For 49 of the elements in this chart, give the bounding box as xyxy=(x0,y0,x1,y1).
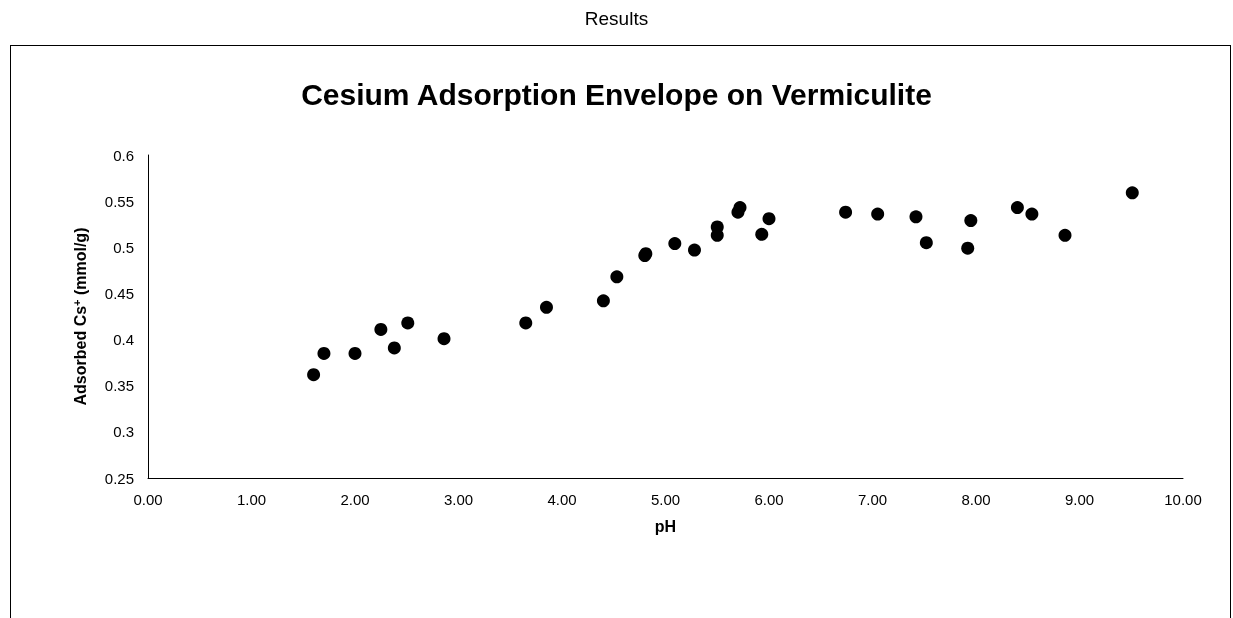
x-tick-label: 5.00 xyxy=(650,491,681,508)
point xyxy=(317,346,331,360)
point xyxy=(437,332,451,346)
point xyxy=(687,243,701,257)
x-tick-label: 10.00 xyxy=(1164,491,1202,508)
y-tick-label: 0.5 xyxy=(113,238,134,256)
point xyxy=(610,270,624,284)
x-tick-label: 7.00 xyxy=(857,491,888,508)
point xyxy=(961,241,975,255)
point xyxy=(596,294,610,308)
point xyxy=(374,322,388,336)
point xyxy=(733,201,747,215)
y-tick-label: 0.45 xyxy=(104,284,134,302)
point xyxy=(307,368,321,382)
x-tick-label: 6.00 xyxy=(754,491,784,508)
point xyxy=(1025,207,1039,221)
x-axis-title: pH xyxy=(654,517,677,535)
y-axis-title: Adsorbed Cs+ (mmol/g) xyxy=(70,227,89,406)
point xyxy=(539,300,553,314)
point xyxy=(1125,186,1139,200)
point xyxy=(762,212,776,226)
point xyxy=(1058,228,1072,242)
point xyxy=(909,210,923,224)
y-tick-label: 0.55 xyxy=(104,192,134,210)
point xyxy=(348,346,362,360)
x-tick-label: 2.00 xyxy=(340,491,370,508)
point xyxy=(919,236,933,250)
point xyxy=(839,205,853,219)
point xyxy=(401,316,415,330)
chart-title: Cesium Adsorption Envelope on Vermiculite xyxy=(301,77,932,111)
x-tick-label: 3.00 xyxy=(443,491,474,508)
point xyxy=(755,227,769,241)
y-tick-label: 0.3 xyxy=(113,423,134,441)
chart-subtitle: Results xyxy=(584,8,649,29)
x-tick-label: 8.00 xyxy=(961,491,991,508)
point xyxy=(1010,201,1024,215)
point xyxy=(519,316,533,330)
y-tick-label: 0.25 xyxy=(104,469,134,487)
x-tick-label: 1.00 xyxy=(236,491,267,508)
point xyxy=(668,237,682,251)
y-tick-label: 0.6 xyxy=(113,146,134,164)
y-tick-label: 0.35 xyxy=(104,377,134,395)
point xyxy=(871,207,885,221)
x-tick-label: 0.00 xyxy=(133,491,163,508)
y-tick-label: 0.4 xyxy=(113,331,134,349)
x-tick-label: 9.00 xyxy=(1064,491,1095,508)
x-tick-label: 4.00 xyxy=(547,491,577,508)
point xyxy=(964,214,978,228)
point xyxy=(387,341,401,355)
